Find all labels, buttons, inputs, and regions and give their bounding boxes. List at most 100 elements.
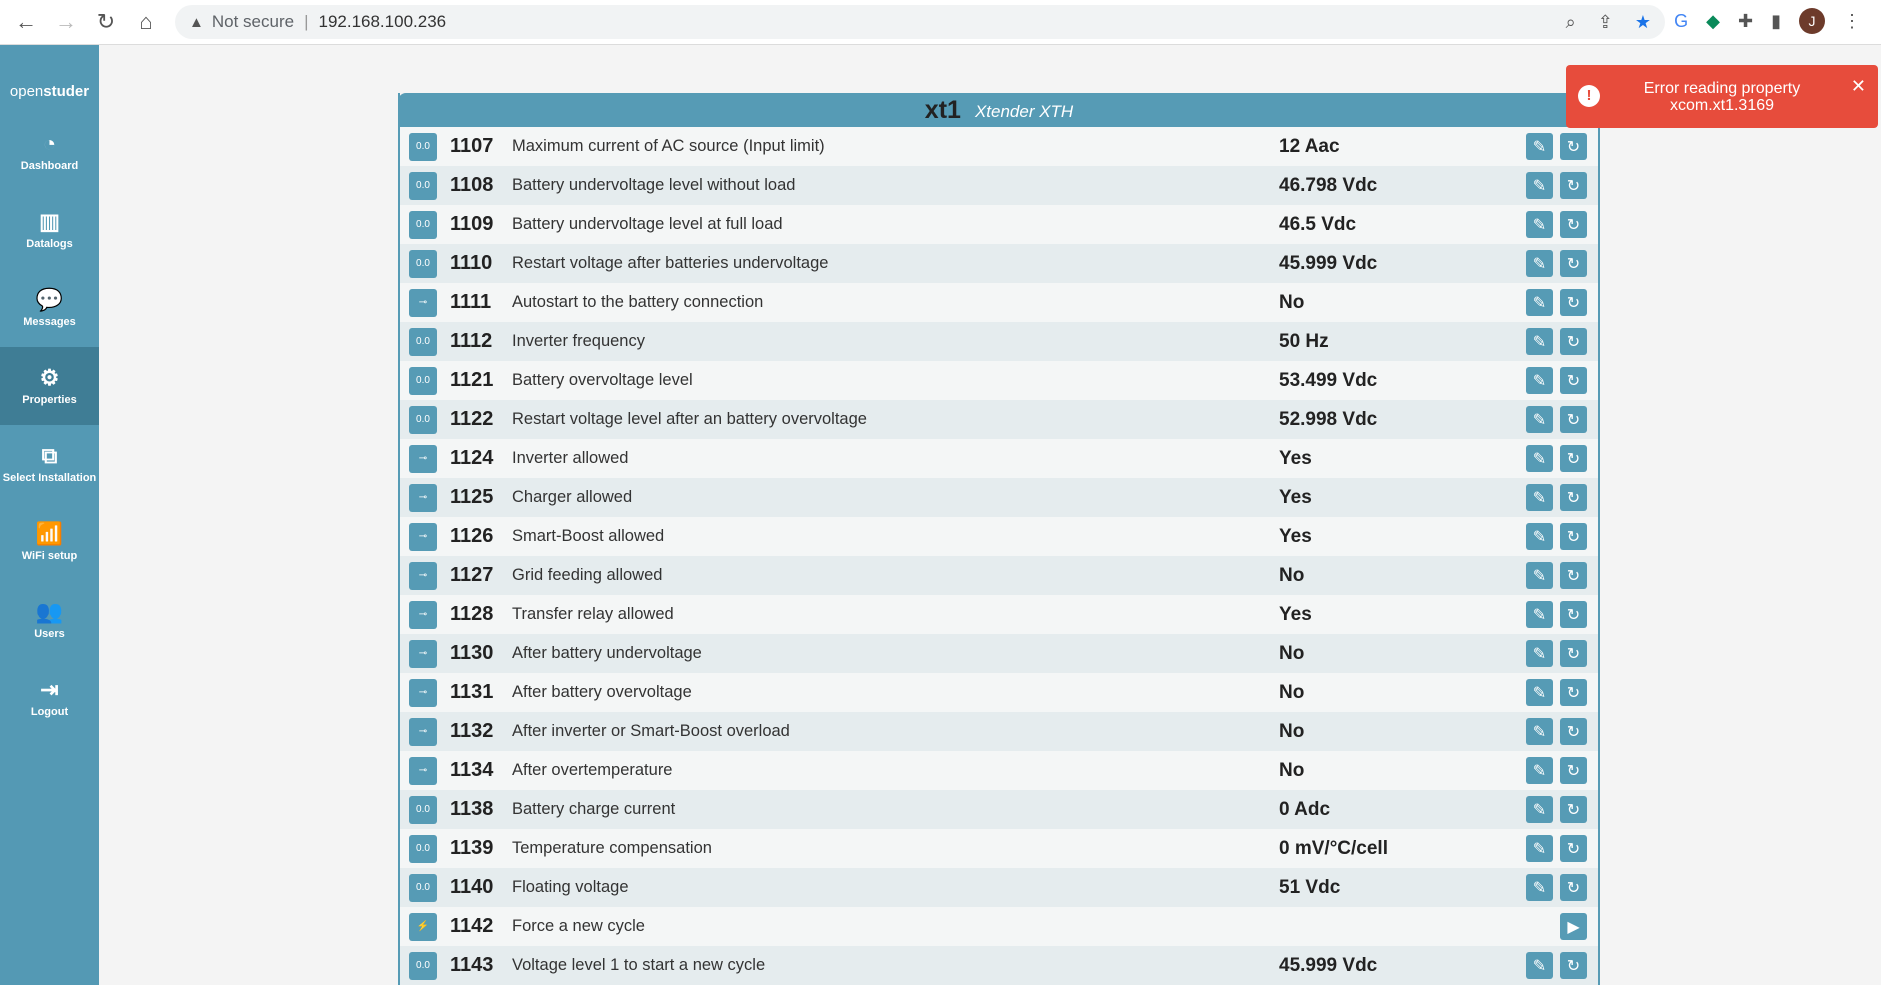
sidebar-item-select-installation[interactable]: ⧉ Select Installation <box>0 425 99 503</box>
edit-button[interactable]: ✎ <box>1526 562 1553 589</box>
menu-icon[interactable]: ⋮ <box>1843 10 1861 31</box>
edit-button[interactable]: ✎ <box>1526 367 1553 394</box>
avatar[interactable]: J <box>1799 8 1825 34</box>
refresh-button[interactable]: ↻ <box>1560 328 1587 355</box>
property-description: Force a new cycle <box>512 917 645 935</box>
translate-icon[interactable]: G <box>1674 10 1689 31</box>
toggle-type-icon: ⊸ <box>409 522 437 551</box>
property-id: 1107 <box>450 135 494 157</box>
sidebar-item-label: Properties <box>22 394 77 406</box>
sidebar-item-dashboard[interactable]: ◔ Dashboard <box>0 113 99 191</box>
sidebar-item-properties[interactable]: ⚙ Properties <box>0 347 99 425</box>
edit-button[interactable]: ✎ <box>1526 211 1553 238</box>
table-row: 0.0 1107 Maximum current of AC source (I… <box>400 127 1598 166</box>
edit-button[interactable]: ✎ <box>1526 679 1553 706</box>
property-description: Inverter allowed <box>512 449 629 467</box>
refresh-button[interactable]: ↻ <box>1560 757 1587 784</box>
edit-button[interactable]: ✎ <box>1526 523 1553 550</box>
toggle-type-icon: ⊸ <box>409 444 437 473</box>
toast-line-2: xcom.xt1.3169 <box>1669 97 1775 114</box>
extension-icon[interactable]: ◆ <box>1706 10 1720 31</box>
edit-button[interactable]: ✎ <box>1526 601 1553 628</box>
edit-button[interactable]: ✎ <box>1526 874 1553 901</box>
edit-button[interactable]: ✎ <box>1526 718 1553 745</box>
edit-button[interactable]: ✎ <box>1526 133 1553 160</box>
refresh-button[interactable]: ↻ <box>1560 562 1587 589</box>
property-description: After battery undervoltage <box>512 644 702 662</box>
home-icon[interactable]: ⌂ <box>139 9 153 34</box>
refresh-button[interactable]: ↻ <box>1560 445 1587 472</box>
property-description: Floating voltage <box>512 878 629 896</box>
edit-button[interactable]: ✎ <box>1526 250 1553 277</box>
refresh-button[interactable]: ↻ <box>1560 484 1587 511</box>
property-value: 53.499 Vdc <box>1279 369 1378 391</box>
sidebar-item-datalogs[interactable]: ▥ Datalogs <box>0 191 99 269</box>
edit-button[interactable]: ✎ <box>1526 952 1553 979</box>
property-value: No <box>1279 681 1305 703</box>
edit-button[interactable]: ✎ <box>1526 328 1553 355</box>
property-id: 1142 <box>450 915 494 937</box>
refresh-button[interactable]: ↻ <box>1560 250 1587 277</box>
refresh-button[interactable]: ↻ <box>1560 835 1587 862</box>
property-value: 52.998 Vdc <box>1279 408 1378 430</box>
sidebar-item-messages[interactable]: 💬 Messages <box>0 269 99 347</box>
edit-button[interactable]: ✎ <box>1526 445 1553 472</box>
bookmark-star-icon[interactable]: ★ <box>1634 11 1651 32</box>
property-id: 1126 <box>450 525 494 547</box>
refresh-button[interactable]: ↻ <box>1560 172 1587 199</box>
refresh-button[interactable]: ↻ <box>1560 601 1587 628</box>
zoom-icon[interactable]: ⌕ <box>1565 11 1576 32</box>
property-value: 45.999 Vdc <box>1279 252 1378 274</box>
table-row: ⊸ 1125 Charger allowed Yes ✎ ↻ <box>400 478 1598 517</box>
float-type-icon: 0.0 <box>409 249 437 278</box>
float-type-icon: 0.0 <box>409 210 437 239</box>
table-row: ⊸ 1124 Inverter allowed Yes ✎ ↻ <box>400 439 1598 478</box>
forward-icon[interactable]: → <box>55 9 77 34</box>
sidepanel-icon[interactable]: ▮ <box>1771 10 1781 31</box>
close-icon[interactable]: ✕ <box>1850 76 1866 96</box>
property-id: 1127 <box>450 564 494 586</box>
property-id: 1109 <box>450 213 494 235</box>
refresh-button[interactable]: ↻ <box>1560 367 1587 394</box>
refresh-button[interactable]: ↻ <box>1560 289 1587 316</box>
refresh-button[interactable]: ↻ <box>1560 952 1587 979</box>
refresh-button[interactable]: ↻ <box>1560 874 1587 901</box>
edit-button[interactable]: ✎ <box>1526 406 1553 433</box>
table-row: 0.0 1110 Restart voltage after batteries… <box>400 244 1598 283</box>
select-installation-icon: ⧉ <box>41 443 58 468</box>
properties-icon: ⚙ <box>39 365 60 390</box>
edit-button[interactable]: ✎ <box>1526 835 1553 862</box>
wifi-setup-icon: 📶 <box>35 521 64 546</box>
refresh-button[interactable]: ↻ <box>1560 796 1587 823</box>
refresh-button[interactable]: ↻ <box>1560 211 1587 238</box>
property-id: 1139 <box>450 837 494 859</box>
address-bar[interactable]: ▲ Not secure | 192.168.100.236 ⌕ ⇪ ★ <box>175 5 1665 39</box>
refresh-button[interactable]: ↻ <box>1560 640 1587 667</box>
warning-icon: ▲ <box>189 13 204 31</box>
edit-button[interactable]: ✎ <box>1526 640 1553 667</box>
edit-button[interactable]: ✎ <box>1526 289 1553 316</box>
sidebar-item-logout[interactable]: ⇥ Logout <box>0 659 99 737</box>
share-icon[interactable]: ⇪ <box>1597 11 1613 32</box>
refresh-button[interactable]: ↻ <box>1560 133 1587 160</box>
puzzle-icon[interactable]: ✚ <box>1738 10 1754 31</box>
refresh-button[interactable]: ↻ <box>1560 718 1587 745</box>
reload-icon[interactable]: ↻ <box>96 9 116 34</box>
float-type-icon: 0.0 <box>409 951 437 980</box>
edit-button[interactable]: ✎ <box>1526 796 1553 823</box>
property-value: No <box>1279 759 1305 781</box>
table-row: ⊸ 1128 Transfer relay allowed Yes ✎ ↻ <box>400 595 1598 634</box>
sidebar-item-wifi-setup[interactable]: 📶 WiFi setup <box>0 503 99 581</box>
back-icon[interactable]: ← <box>15 9 37 34</box>
edit-button[interactable]: ✎ <box>1526 172 1553 199</box>
refresh-button[interactable]: ↻ <box>1560 523 1587 550</box>
edit-button[interactable]: ✎ <box>1526 757 1553 784</box>
table-row: 0.0 1122 Restart voltage level after an … <box>400 400 1598 439</box>
sidebar-item-users[interactable]: 👥 Users <box>0 581 99 659</box>
property-value: Yes <box>1279 603 1312 625</box>
property-description: Maximum current of AC source (Input limi… <box>512 137 825 155</box>
refresh-button[interactable]: ↻ <box>1560 406 1587 433</box>
refresh-button[interactable]: ↻ <box>1560 679 1587 706</box>
edit-button[interactable]: ✎ <box>1526 484 1553 511</box>
execute-button[interactable]: ▶ <box>1560 913 1587 940</box>
